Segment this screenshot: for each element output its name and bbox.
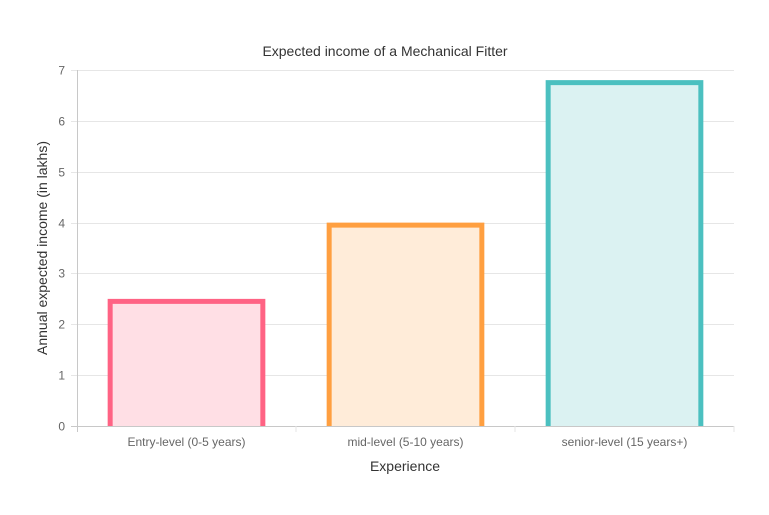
y-tick-label: 0 — [58, 420, 65, 434]
y-axis-ticks: 0 1 2 3 4 5 6 7 — [58, 64, 65, 434]
bar — [107, 298, 266, 426]
x-axis-ticks: Entry-level (0-5 years) mid-level (5-10 y… — [127, 435, 687, 449]
chart-title: Expected income of a Mechanical Fitter — [262, 43, 507, 59]
y-axis-label: Annual expected income (in lakhs) — [34, 141, 50, 355]
bar — [326, 222, 485, 426]
bar — [545, 80, 704, 426]
bar-fill — [329, 225, 482, 426]
y-tick-label: 3 — [58, 267, 65, 281]
y-tick-label: 7 — [58, 64, 65, 78]
bar-fill — [548, 82, 701, 427]
y-tick-label: 5 — [58, 166, 65, 180]
x-tick-label: senior-level (15 years+) — [562, 435, 688, 449]
bar-fill — [110, 301, 263, 426]
y-tick-label: 1 — [58, 369, 65, 383]
bars — [107, 80, 704, 427]
y-tick-label: 6 — [58, 115, 65, 129]
x-axis-label: Experience — [370, 458, 440, 474]
y-tick-label: 4 — [58, 217, 65, 231]
x-tick-label: Entry-level (0-5 years) — [127, 435, 245, 449]
x-tick-label: mid-level (5-10 years) — [347, 435, 463, 449]
y-tick-label: 2 — [58, 318, 65, 332]
